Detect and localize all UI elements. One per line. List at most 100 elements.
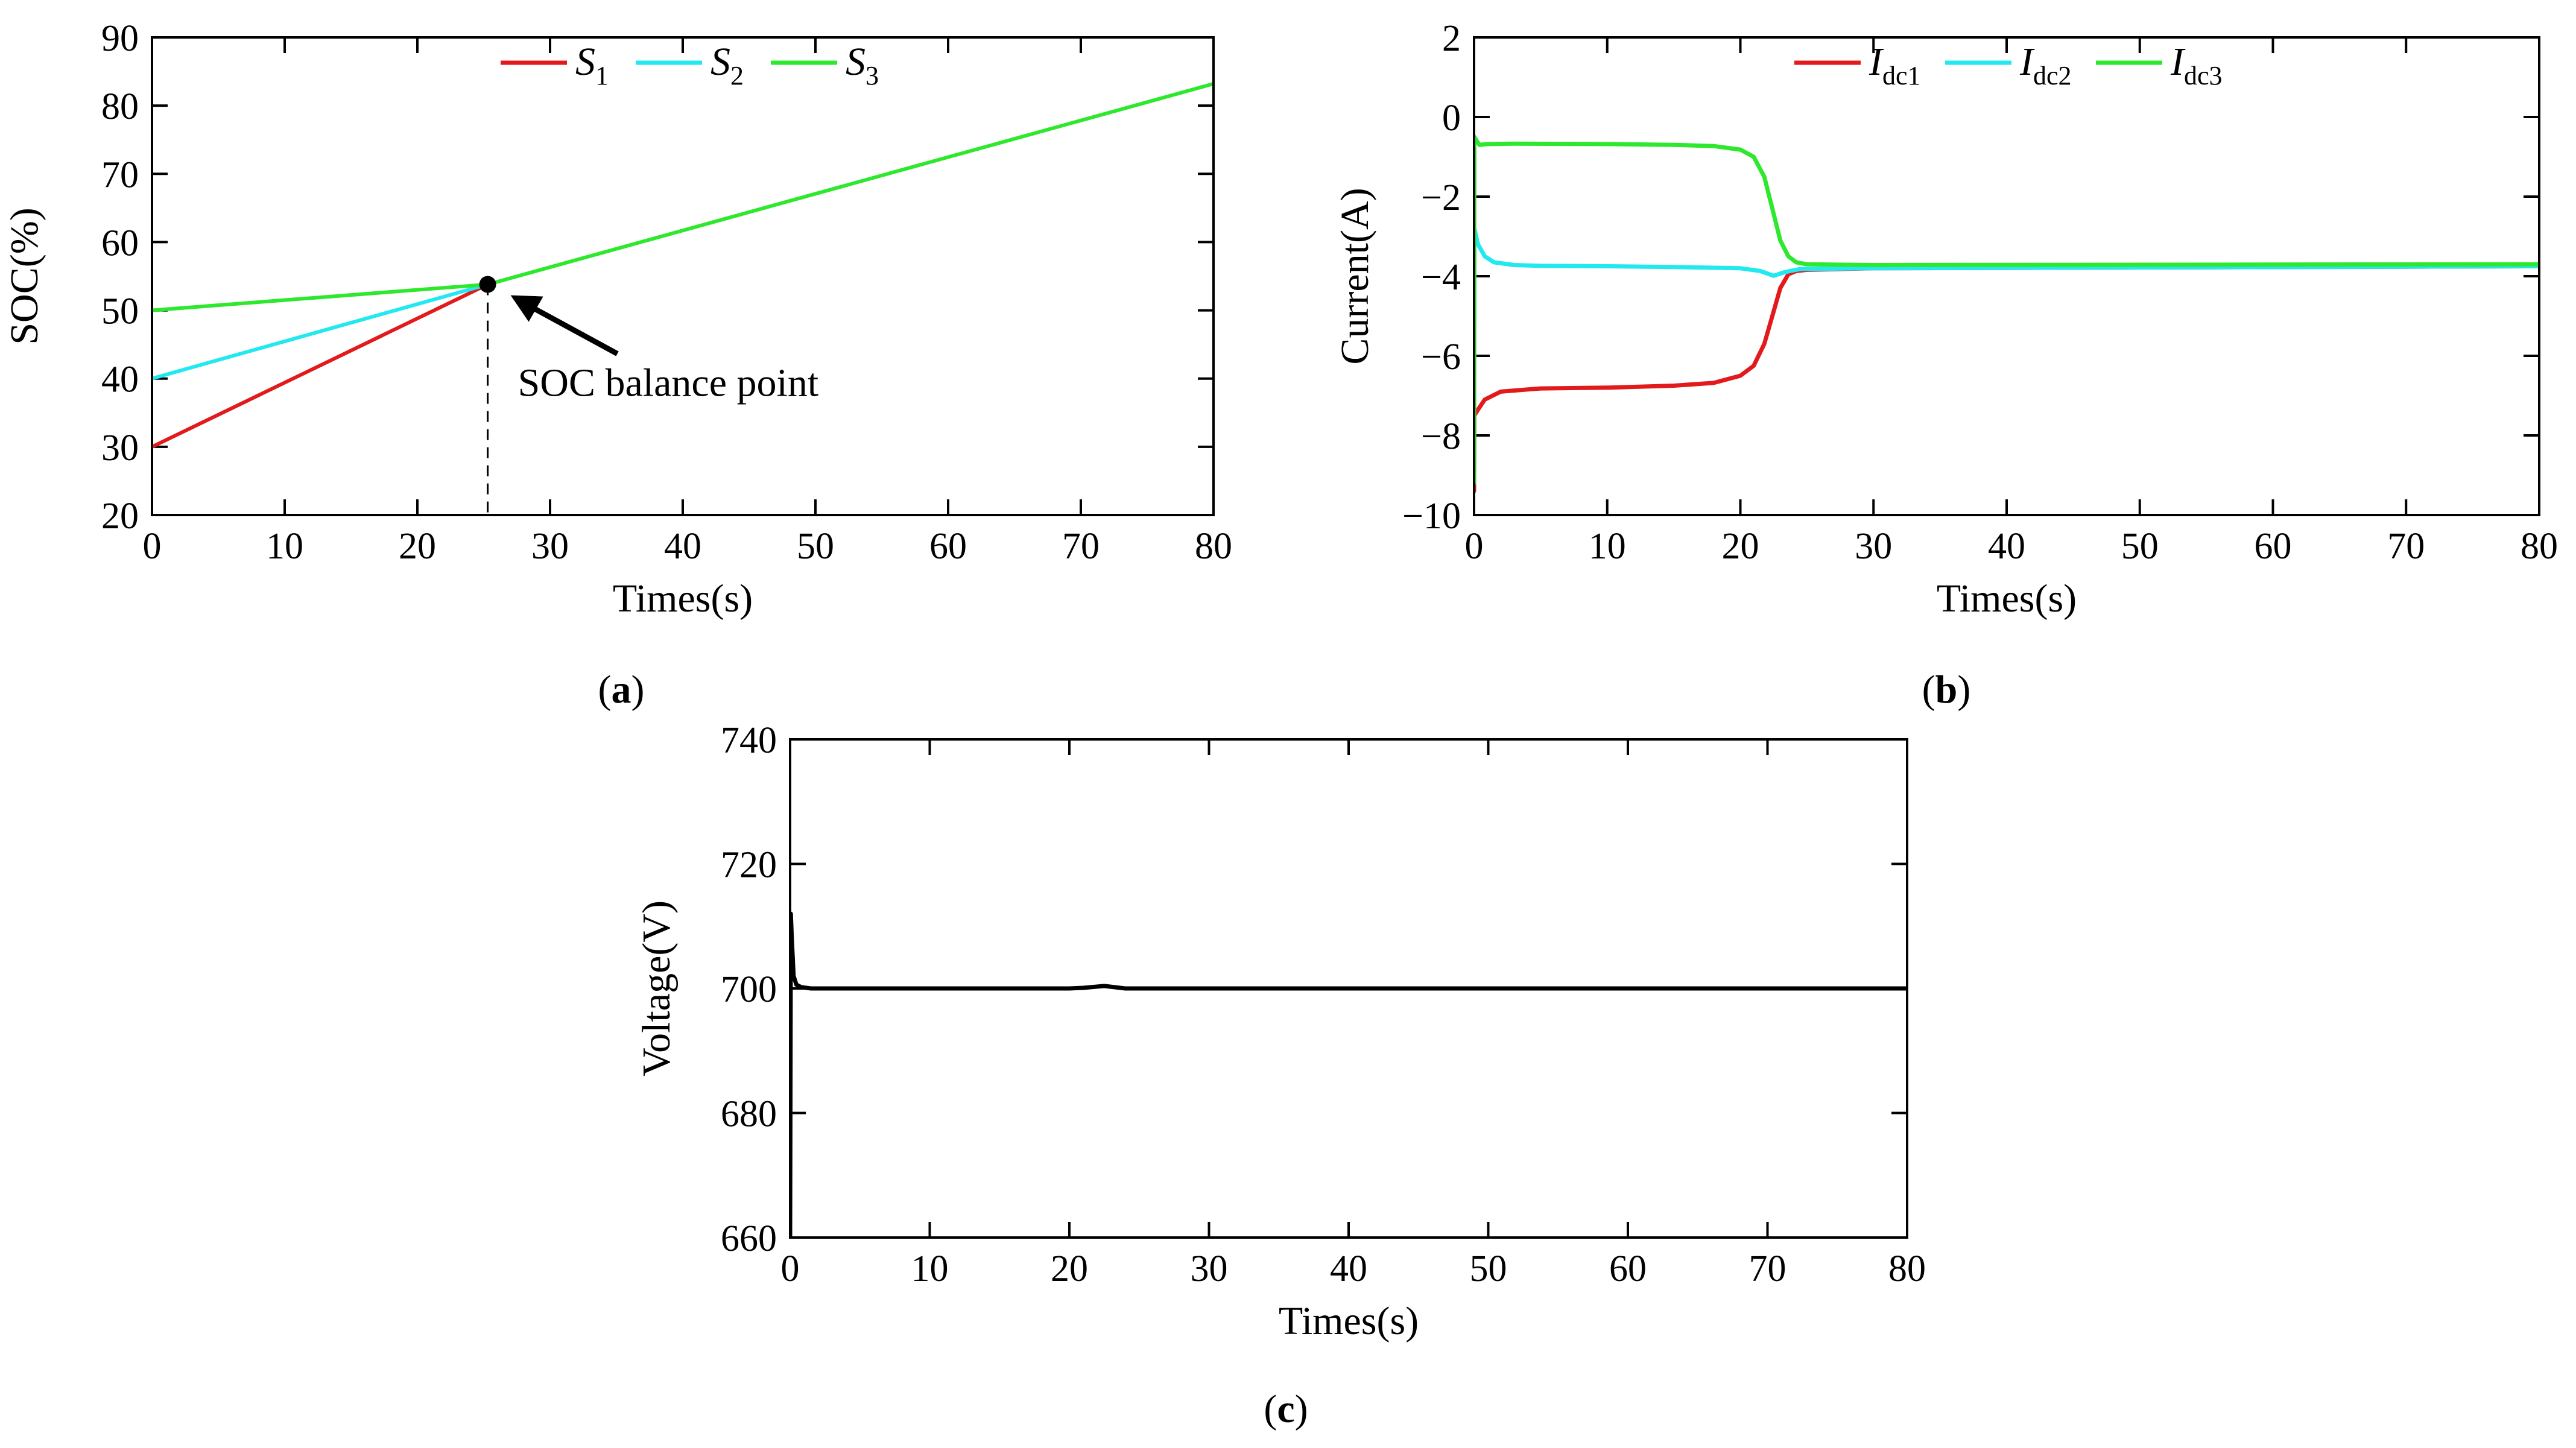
legend-label-subscript: dc2 [2033, 61, 2072, 90]
legend-label-main: S [575, 40, 595, 84]
panel-label-close-paren: ) [631, 668, 645, 712]
series-line-s1 [152, 282, 490, 449]
x-tick-label: 10 [911, 1248, 949, 1289]
y-tick-label: 2 [1442, 18, 1461, 59]
series-line-idc3 [1474, 134, 2539, 485]
y-tick-label: 70 [101, 154, 139, 195]
legend-label-s1: S1 [575, 40, 609, 90]
x-tick-label: 50 [2121, 526, 2159, 567]
chart-panel-b: 0 10 20 30 40 50 60 70 80 −10 −8 −6 −4 −2 0 2 Times(s) Cu… [1333, 18, 2558, 712]
y-tick-label: 60 [101, 223, 139, 264]
x-tick-label: 60 [929, 526, 967, 567]
y-tick-label: 80 [101, 86, 139, 127]
x-tick-label: 0 [143, 526, 162, 567]
x-tick-label: 50 [797, 526, 834, 567]
balance-point-marker [479, 276, 496, 293]
legend-label-idc1: Idc1 [1869, 40, 1921, 90]
legend-label-subscript: 2 [730, 61, 744, 90]
legend-label-s3: S3 [846, 40, 879, 90]
panel-label: (c) [1264, 1387, 1308, 1431]
y-tick-label: 20 [101, 496, 139, 537]
x-tick-label: 30 [1191, 1248, 1228, 1289]
annotation-arrow-head [510, 295, 543, 322]
y-tick-label: 700 [721, 969, 777, 1010]
legend-label-subscript: dc1 [1882, 61, 1921, 90]
x-axis-label: Times(s) [1937, 577, 2077, 621]
x-tick-label: 30 [1855, 526, 1892, 567]
legend-label-subscript: dc3 [2184, 61, 2223, 90]
x-tick-label: 0 [781, 1248, 800, 1289]
series-line-voltage [790, 911, 1907, 1238]
y-tick-label: −6 [1421, 337, 1461, 378]
panel-label: (a) [598, 668, 645, 712]
y-tick-label: −8 [1421, 416, 1461, 457]
legend-label-subscript: 1 [595, 61, 609, 90]
series-line-s2 [152, 282, 490, 381]
y-tick-label: −4 [1421, 257, 1461, 298]
x-tick-label: 60 [1609, 1248, 1647, 1289]
legend-label-main: I [1869, 40, 1884, 84]
x-tick-label: 70 [1062, 526, 1100, 567]
y-tick-label: 680 [721, 1094, 777, 1135]
panel-label-open-paren: ( [1264, 1387, 1277, 1431]
y-axis-label: Voltage(V) [635, 900, 679, 1077]
x-tick-label: 70 [2387, 526, 2425, 567]
panel-label-letter: b [1935, 668, 1958, 712]
x-tick-label: 20 [399, 526, 436, 567]
panel-label: (b) [1922, 668, 1971, 712]
annotation-text: SOC balance point [518, 361, 819, 405]
x-tick-label: 40 [1988, 526, 2025, 567]
x-tick-label: 80 [1888, 1248, 1926, 1289]
y-tick-label: 720 [721, 845, 777, 886]
x-tick-label: 50 [1470, 1248, 1507, 1289]
x-tick-label: 80 [2521, 526, 2558, 567]
x-tick-label: 0 [1465, 526, 1484, 567]
y-tick-label: 50 [101, 291, 139, 332]
x-tick-label: 40 [1330, 1248, 1367, 1289]
y-tick-label: −10 [1402, 496, 1461, 537]
series-line-idc2 [1474, 226, 2539, 485]
x-tick-label: 30 [531, 526, 569, 567]
legend-label-idc2: Idc2 [2019, 40, 2072, 90]
x-axis-label: Times(s) [1279, 1299, 1419, 1343]
y-tick-label: 660 [721, 1218, 777, 1259]
legend-label-subscript: 3 [866, 61, 879, 90]
legend-label-main: I [2019, 40, 2035, 84]
plot-frame [151, 36, 1215, 516]
chart-panel-c: 0 10 20 30 40 50 60 70 80 660 680 700 720 740 Times(s)… [635, 720, 1926, 1431]
x-tick-label: 20 [1051, 1248, 1088, 1289]
panel-label-letter: a [612, 668, 631, 712]
x-tick-label: 70 [1749, 1248, 1786, 1289]
y-tick-label: 30 [101, 428, 139, 469]
y-tick-label: 90 [101, 18, 139, 59]
legend-label-main: I [2170, 40, 2186, 84]
panel-label-open-paren: ( [1922, 668, 1935, 712]
series-line-idc1 [1474, 264, 2539, 493]
y-tick-label: 0 [1442, 98, 1461, 139]
annotation-arrow-shaft [519, 299, 619, 356]
x-tick-label: 80 [1195, 526, 1232, 567]
x-tick-label: 40 [664, 526, 701, 567]
chart-panel-a: 0 10 20 30 40 50 60 70 80 20 30 40 50 60 70 80 90 Times(s… [2, 18, 1232, 712]
plot-frame [1473, 36, 2540, 516]
y-axis-label: SOC(%) [2, 207, 46, 344]
series-line-s3 [152, 81, 1214, 312]
panel-label-letter: c [1277, 1387, 1294, 1431]
panel-label-open-paren: ( [598, 668, 612, 712]
legend-label-idc3: Idc3 [2170, 40, 2223, 90]
x-tick-label: 20 [1722, 526, 1759, 567]
x-tick-label: 60 [2255, 526, 2292, 567]
legend-label-s2: S2 [710, 40, 744, 90]
x-tick-label: 10 [266, 526, 303, 567]
legend-label-main: S [710, 40, 730, 84]
y-tick-label: 40 [101, 359, 139, 400]
x-axis-label: Times(s) [613, 577, 753, 621]
y-tick-label: −2 [1421, 177, 1461, 218]
panel-label-close-paren: ) [1295, 1387, 1308, 1431]
panel-label-close-paren: ) [1957, 668, 1970, 712]
legend-label-main: S [846, 40, 866, 84]
plot-frame [789, 738, 1908, 1239]
y-axis-label: Current(A) [1333, 188, 1377, 364]
x-tick-label: 10 [1589, 526, 1626, 567]
